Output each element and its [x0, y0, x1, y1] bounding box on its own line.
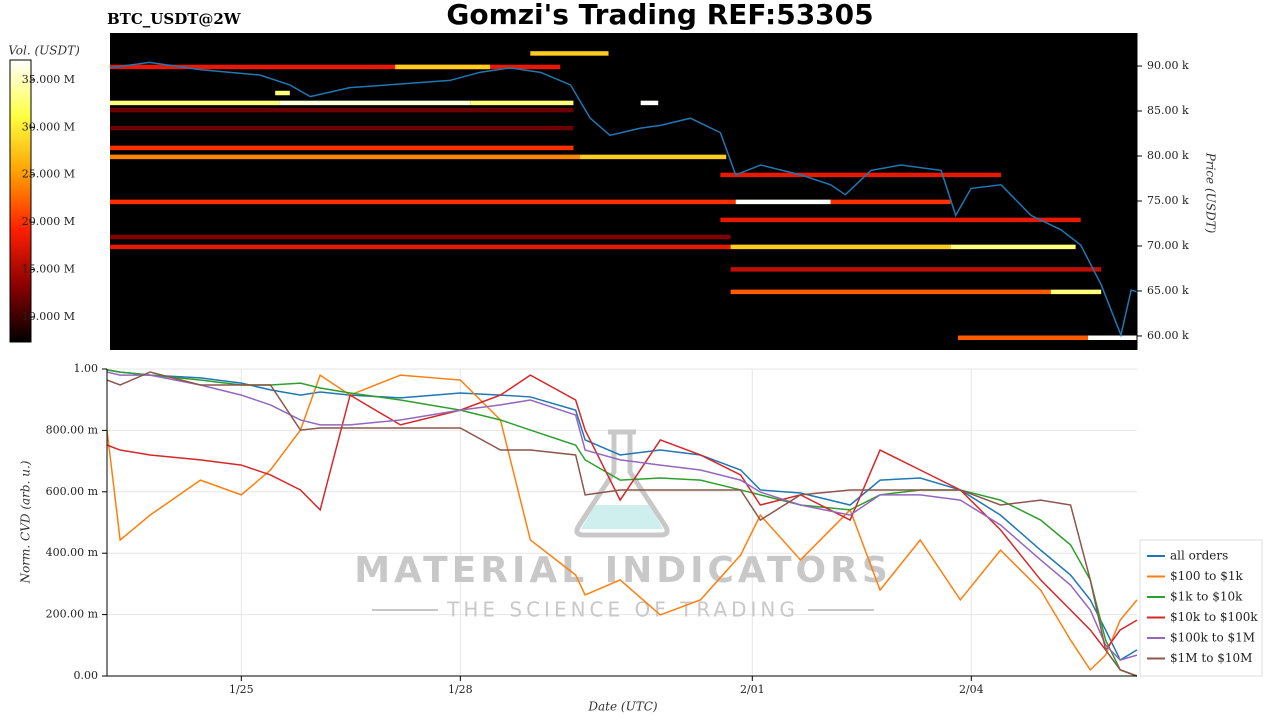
chart-title: Gomzi's Trading REF:53305 [446, 0, 873, 31]
colorbar-label: Vol. (USDT) [8, 44, 80, 58]
y-tick-label: 75.00 k [1147, 194, 1189, 207]
y-tick-label: 70.00 k [1147, 239, 1189, 252]
watermark: MATERIAL INDICATORS THE SCIENCE OF TRADI… [354, 429, 892, 622]
cvd-line [106, 371, 1138, 677]
heat-cell [110, 234, 731, 240]
watermark-brand: MATERIAL INDICATORS [354, 550, 892, 591]
x-axis-label: Date (UTC) [587, 700, 657, 714]
x-tick-label: 2/04 [959, 683, 984, 696]
cvd-line [106, 369, 1138, 677]
heat-cell [950, 244, 1076, 250]
heat-cell [110, 244, 731, 250]
grid [107, 368, 1137, 677]
y-tick-label: 200.00 m [46, 608, 99, 621]
heat-cell [720, 172, 1002, 178]
heat-cell [110, 107, 574, 113]
heat-cell [735, 199, 831, 205]
heat-cell [1088, 335, 1137, 341]
symbol: BTC_USDT@2W [107, 10, 242, 28]
y-tick-label: 90.00 k [1147, 59, 1189, 72]
watermark-tagline: THE SCIENCE OF TRADING [446, 598, 799, 622]
legend-label: all orders [1170, 549, 1228, 563]
x-tick-label: 1/25 [229, 683, 254, 696]
colorbar-tick-label: 20.000 M [22, 215, 75, 228]
cvd-line [106, 371, 1138, 661]
heat-cell [470, 100, 574, 106]
y-tick-label: 600.00 m [46, 485, 99, 498]
y-axis-label: Price (USDT) [1204, 152, 1218, 234]
y-tick-label: 65.00 k [1147, 284, 1189, 297]
heat-cell [830, 199, 951, 205]
heat-cell [110, 64, 561, 70]
colorbar [9, 59, 32, 343]
cvd-line [106, 374, 1138, 652]
heat-cell [395, 64, 491, 70]
heat-cell [110, 100, 280, 106]
colorbar-tick-label: 35.000 M [22, 73, 75, 86]
legend-label: $1M to $10M [1170, 651, 1252, 665]
heat-cell [730, 289, 1051, 295]
legend [1139, 539, 1263, 677]
legend-label: $100k to $1M [1170, 631, 1255, 645]
y-tick-label: 60.00 k [1147, 329, 1189, 342]
legend-label: $1k to $10k [1170, 590, 1243, 604]
legend-label: $100 to $1k [1170, 569, 1243, 583]
colorbar-tick-label: 10.000 M [22, 310, 75, 323]
heat-cell [957, 335, 1089, 341]
cvd-line [106, 369, 1138, 662]
heat-cell [730, 244, 951, 250]
colorbar-tick-label: 30.000 M [22, 120, 75, 133]
y-tick-label: 0.00 [74, 669, 99, 682]
x-tick-label: 2/01 [740, 683, 765, 696]
colorbar-tick-label: 15.000 M [22, 263, 75, 276]
heat-cell [110, 145, 574, 151]
y-tick-label: 80.00 k [1147, 149, 1189, 162]
heat-cell [110, 125, 574, 131]
heat-cell [275, 90, 290, 96]
heat-cell [580, 154, 727, 160]
x-tick-label: 1/28 [448, 683, 473, 696]
legend-label: $10k to $100k [1170, 610, 1258, 624]
y-tick-label: 400.00 m [46, 546, 99, 559]
heat-cell [1050, 289, 1102, 295]
heat-cell [640, 100, 659, 106]
heatmap-background [110, 33, 1137, 350]
watermark-icon-fill [581, 505, 663, 529]
heat-cell [530, 51, 609, 56]
y-tick-label: 1.00 [74, 362, 99, 375]
watermark-icon [574, 429, 670, 538]
colorbar-tick-label: 25.000 M [22, 168, 75, 181]
heat-cell [720, 217, 1081, 223]
cvd-line [106, 373, 1138, 672]
y-tick-label: 800.00 m [46, 423, 99, 436]
heat-cell [279, 100, 471, 106]
heat-cell [110, 154, 581, 160]
heat-cell [110, 199, 736, 205]
y-axis-label: Norm. CVD (arb. u.) [19, 460, 33, 584]
heat-cell [730, 267, 1102, 272]
y-tick-label: 85.00 k [1147, 104, 1189, 117]
price-line [109, 61, 1138, 338]
